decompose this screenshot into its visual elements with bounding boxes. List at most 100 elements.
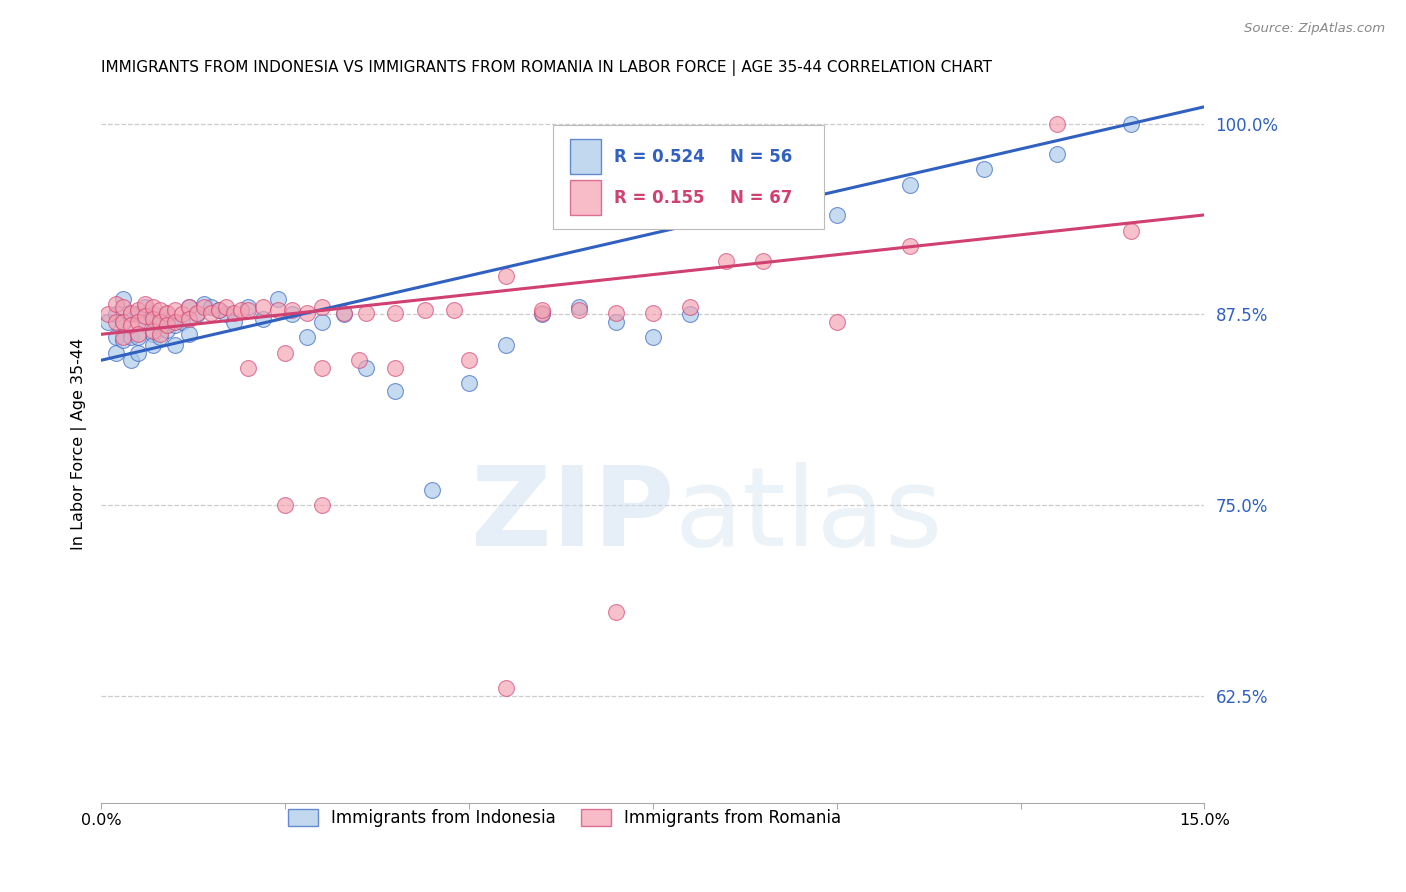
Text: N = 67: N = 67 (730, 189, 793, 207)
Point (120, 330, 142, 344)
Point (208, 302, 231, 317)
Point (112, 300, 135, 314)
Point (112, 330, 135, 344)
Text: R = 0.155: R = 0.155 (614, 189, 704, 207)
Point (605, 315, 627, 329)
Point (163, 338, 186, 352)
Point (457, 353, 479, 368)
Point (156, 323, 179, 337)
Point (156, 318, 179, 333)
Point (384, 384, 406, 398)
Point (179, 300, 201, 314)
Point (97, 315, 120, 329)
Point (238, 360, 260, 375)
Point (97, 308, 120, 322)
Point (281, 308, 304, 322)
Point (641, 306, 664, 320)
Point (156, 306, 179, 320)
Point (112, 315, 135, 329)
Point (170, 308, 193, 322)
Point (179, 300, 201, 314)
Point (179, 327, 201, 342)
Point (311, 360, 333, 375)
Y-axis label: In Labor Force | Age 35-44: In Labor Force | Age 35-44 (72, 338, 87, 550)
Point (142, 312, 165, 326)
Point (825, 208, 848, 222)
Point (120, 318, 142, 333)
Point (531, 308, 554, 322)
Point (127, 302, 149, 317)
Point (163, 318, 186, 333)
Point (134, 300, 156, 314)
Point (274, 498, 297, 512)
Point (1046, 147, 1069, 161)
Point (384, 360, 406, 375)
Point (104, 345, 127, 359)
Point (134, 297, 156, 311)
Point (311, 498, 333, 512)
Point (112, 334, 135, 348)
Point (200, 300, 222, 314)
Point (531, 306, 554, 320)
Point (163, 302, 186, 317)
Point (333, 308, 356, 322)
Point (898, 239, 921, 253)
Point (274, 345, 297, 359)
Point (295, 306, 318, 320)
Point (898, 178, 921, 192)
Point (457, 376, 479, 391)
Point (641, 330, 664, 344)
Text: IMMIGRANTS FROM INDONESIA VS IMMIGRANTS FROM ROMANIA IN LABOR FORCE | AGE 35-44 : IMMIGRANTS FROM INDONESIA VS IMMIGRANTS … (101, 60, 993, 76)
Point (104, 308, 127, 322)
Point (215, 300, 238, 314)
Point (678, 308, 700, 322)
Point (1119, 117, 1142, 131)
Point (495, 269, 517, 284)
Point (112, 292, 135, 306)
Point (134, 309, 156, 323)
Point (354, 360, 377, 375)
Point (127, 308, 149, 322)
Point (238, 300, 260, 314)
Legend: Immigrants from Indonesia, Immigrants from Romania: Immigrants from Indonesia, Immigrants fr… (281, 803, 848, 834)
Point (120, 308, 142, 322)
Point (420, 483, 443, 497)
Text: R = 0.524: R = 0.524 (614, 147, 704, 166)
Point (1046, 117, 1069, 131)
Point (120, 353, 142, 368)
Point (568, 300, 591, 314)
Point (186, 306, 208, 320)
Point (752, 178, 775, 192)
Point (1119, 223, 1142, 237)
Point (222, 315, 245, 329)
Point (120, 306, 142, 320)
Point (200, 306, 222, 320)
Point (495, 338, 517, 352)
Text: atlas: atlas (675, 462, 943, 569)
Point (193, 300, 215, 314)
Point (142, 327, 165, 342)
Point (311, 300, 333, 314)
Point (208, 302, 231, 317)
Point (678, 300, 700, 314)
Point (163, 315, 186, 329)
Point (495, 681, 517, 696)
Point (149, 327, 172, 342)
Text: ZIP: ZIP (471, 462, 675, 569)
Point (354, 306, 377, 320)
FancyBboxPatch shape (569, 139, 600, 174)
Point (568, 302, 591, 317)
Point (104, 297, 127, 311)
Point (127, 315, 149, 329)
Point (281, 302, 304, 317)
Point (295, 330, 318, 344)
Text: Source: ZipAtlas.com: Source: ZipAtlas.com (1244, 22, 1385, 36)
Point (973, 162, 995, 177)
Point (142, 308, 165, 322)
Text: N = 56: N = 56 (730, 147, 792, 166)
Point (531, 302, 554, 317)
Point (193, 297, 215, 311)
Point (149, 315, 172, 329)
FancyBboxPatch shape (554, 125, 824, 229)
FancyBboxPatch shape (569, 180, 600, 215)
